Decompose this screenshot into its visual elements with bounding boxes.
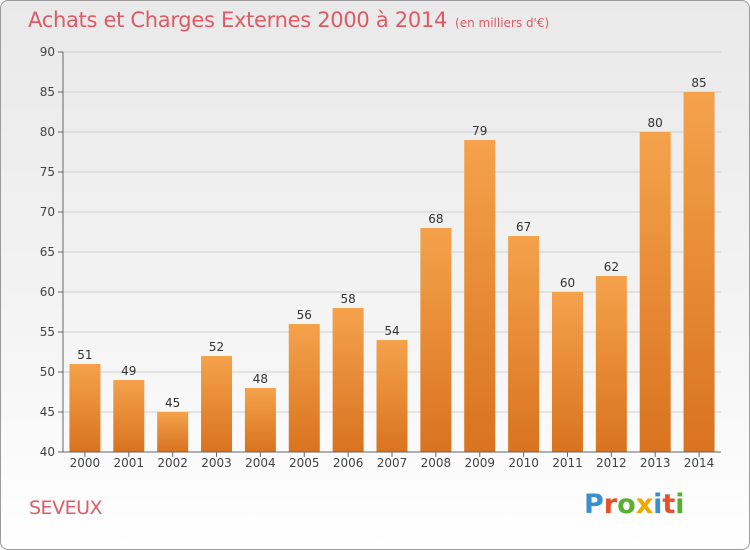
bar: [639, 132, 671, 452]
x-tick-label: 2001: [114, 456, 145, 470]
bar-value-label: 80: [648, 116, 663, 130]
bar-value-label: 45: [165, 396, 180, 410]
x-tick-label: 2005: [289, 456, 320, 470]
chart-title: Achats et Charges Externes 2000 à 2014 (e…: [28, 8, 549, 32]
y-tick-label: 70: [40, 205, 55, 219]
bar: [551, 292, 583, 452]
x-tick-label: 2002: [157, 456, 188, 470]
bar: [683, 92, 715, 452]
y-tick-label: 80: [40, 125, 55, 139]
chart-subtitle: (en milliers d'€): [455, 16, 550, 30]
bar-value-label: 49: [121, 364, 136, 378]
x-tick-label: 2003: [201, 456, 232, 470]
chart-title-text: Achats et Charges Externes 2000 à 2014: [28, 8, 448, 32]
x-tick-label: 2012: [596, 456, 627, 470]
bar: [157, 412, 189, 452]
x-tick-label: 2011: [552, 456, 583, 470]
bar: [595, 276, 627, 452]
bar: [464, 140, 496, 452]
bar: [113, 380, 145, 452]
bar: [420, 228, 452, 452]
y-tick-label: 50: [40, 365, 55, 379]
bar: [201, 356, 233, 452]
logo-letter: P: [584, 489, 604, 520]
x-tick-label: 2006: [333, 456, 364, 470]
bar-value-label: 62: [604, 260, 619, 274]
bar-value-label: 67: [516, 220, 531, 234]
bar: [508, 236, 540, 452]
bar-value-label: 56: [297, 308, 312, 322]
y-tick-label: 85: [40, 85, 55, 99]
place-name: SEVEUX: [29, 497, 103, 519]
logo-letter: x: [635, 489, 654, 520]
bar-value-label: 54: [384, 324, 399, 338]
logo-letter: t: [662, 489, 676, 520]
bar: [332, 308, 364, 452]
bar-value-label: 52: [209, 340, 224, 354]
proxiti-logo: Proxiti: [584, 489, 685, 520]
logo-letter: r: [603, 489, 618, 520]
bar: [69, 364, 101, 452]
x-tick-label: 2008: [421, 456, 452, 470]
y-tick-label: 75: [40, 165, 55, 179]
x-tick-label: 2000: [70, 456, 101, 470]
logo-letter: i: [653, 489, 663, 520]
bar-value-label: 48: [253, 372, 268, 386]
bar: [288, 324, 320, 452]
x-tick-label: 2013: [640, 456, 671, 470]
bar-value-label: 68: [428, 212, 443, 226]
x-tick-label: 2007: [377, 456, 408, 470]
bar: [376, 340, 408, 452]
y-tick-label: 90: [40, 45, 55, 59]
labels: 40 45 50 55 60 65 70 75 80 85 90 51 2000 49 2001 45 2002…: [40, 45, 715, 470]
x-tick-label: 2014: [684, 456, 715, 470]
bar-value-label: 85: [691, 76, 706, 90]
bar: [244, 388, 276, 452]
x-tick-label: 2004: [245, 456, 276, 470]
bar-value-label: 79: [472, 124, 487, 138]
y-tick-label: 65: [40, 245, 55, 259]
axes: [58, 51, 721, 457]
x-tick-label: 2009: [464, 456, 495, 470]
bar-value-label: 60: [560, 276, 575, 290]
bars: [69, 92, 715, 452]
logo-letter: o: [617, 489, 636, 520]
y-tick-label: 55: [40, 325, 55, 339]
x-tick-label: 2010: [508, 456, 539, 470]
y-tick-label: 60: [40, 285, 55, 299]
logo-letter: i: [675, 489, 685, 520]
y-tick-label: 45: [40, 405, 55, 419]
bar-value-label: 58: [340, 292, 355, 306]
y-tick-label: 40: [40, 445, 55, 459]
bar-value-label: 51: [77, 348, 92, 362]
